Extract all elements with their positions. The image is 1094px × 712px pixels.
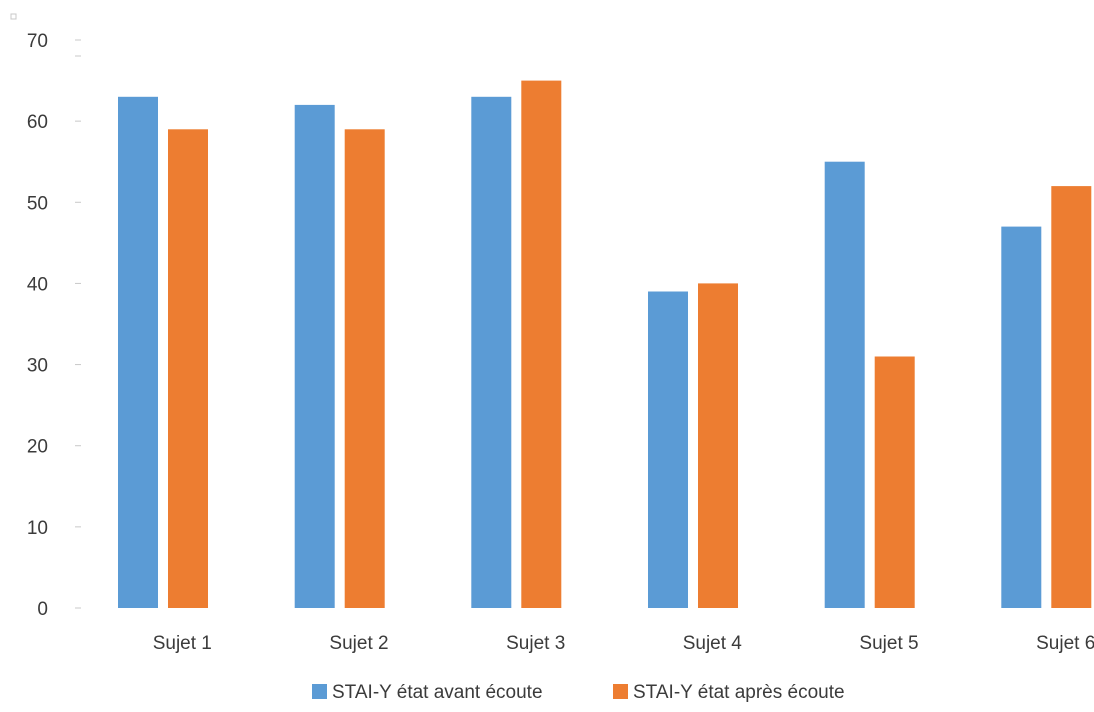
legend: STAI-Y état avant écoute STAI-Y état aprè… [312, 682, 845, 703]
x-tick-label: Sujet 4 [683, 633, 743, 654]
bar-apres-2 [344, 129, 385, 609]
bar-avant-1 [118, 96, 158, 609]
bar-apres-1 [168, 129, 208, 609]
bar-apres-6 [1051, 186, 1092, 608]
x-tick-label: Sujet 3 [506, 633, 565, 654]
bars [118, 80, 1092, 609]
bar-avant-2 [294, 104, 335, 609]
legend-swatch [312, 684, 327, 699]
bar-apres-3 [521, 80, 562, 609]
x-tick-label: Sujet 2 [329, 633, 388, 654]
y-tick-label: 50 [27, 193, 48, 214]
bar-apres-4 [698, 283, 738, 608]
y-tick-label: 0 [37, 599, 48, 620]
bar-avant-5 [824, 161, 865, 608]
bar-avant-6 [1001, 226, 1042, 608]
bar-apres-5 [874, 356, 915, 608]
bar-avant-3 [471, 96, 512, 609]
y-tick-label: 70 [27, 31, 48, 52]
x-axis: Sujet 1 Sujet 2 Sujet 3 Sujet 4 Sujet 5 Sujet… [153, 633, 1094, 654]
y-tick-label: 30 [27, 356, 48, 377]
y-axis: 0 10 20 30 40 50 60 70 [27, 31, 81, 620]
x-tick-label: Sujet 1 [153, 633, 212, 654]
x-tick-label: Sujet 6 [1036, 633, 1094, 654]
legend-label: STAI-Y état avant écoute [332, 682, 543, 703]
y-tick-label: 10 [27, 518, 48, 539]
x-tick-label: Sujet 5 [859, 633, 918, 654]
bar-avant-4 [648, 291, 688, 608]
legend-label: STAI-Y état après écoute [633, 682, 845, 703]
y-tick-label: 20 [27, 437, 48, 458]
chart-corner-handle [10, 13, 17, 20]
y-tick-label: 60 [27, 112, 48, 133]
legend-swatch [613, 684, 628, 699]
y-tick-label: 40 [27, 274, 48, 295]
